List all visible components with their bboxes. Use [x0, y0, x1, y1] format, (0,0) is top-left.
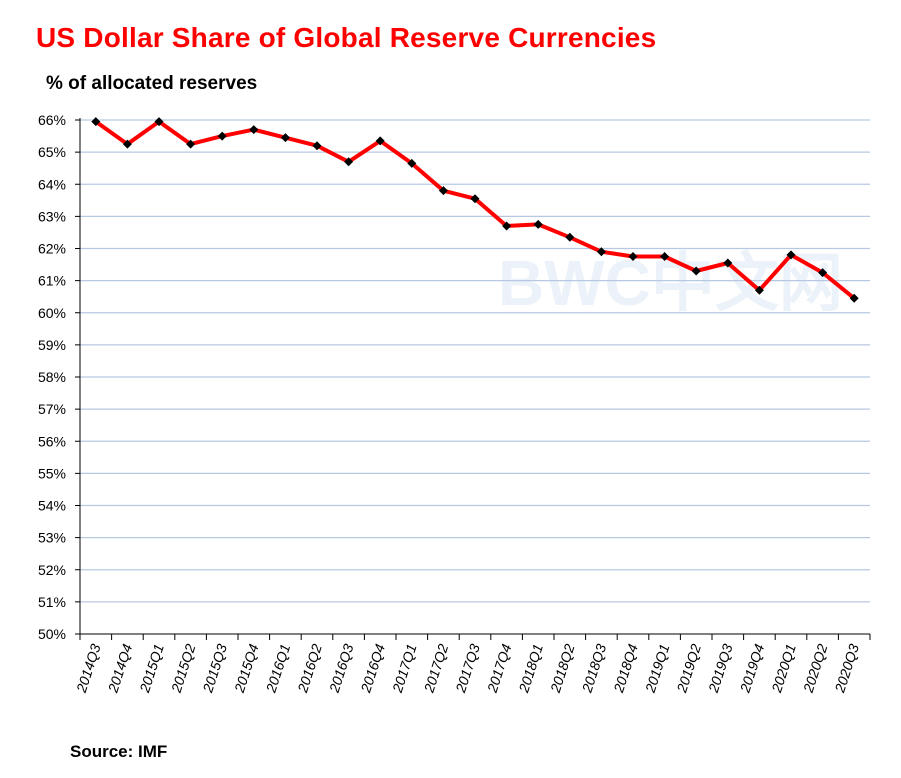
data-point [438, 186, 448, 196]
x-tick-label: 2017Q1 [389, 642, 420, 695]
x-tick-label: 2014Q3 [73, 642, 104, 695]
data-point [628, 252, 638, 262]
data-point [344, 157, 354, 167]
y-tick-label: 61% [38, 273, 66, 289]
x-tick-label: 2020Q2 [800, 642, 831, 695]
data-point [91, 117, 101, 127]
x-tick-label: 2018Q2 [547, 642, 578, 695]
x-tick-label: 2019Q4 [736, 642, 767, 695]
y-tick-label: 58% [38, 369, 66, 385]
gridlines [80, 119, 870, 603]
data-point [186, 139, 196, 149]
x-tick-label: 2017Q4 [484, 642, 515, 695]
source-note: Source: IMF [70, 742, 168, 761]
x-tick-label: 2016Q3 [326, 642, 357, 695]
data-point [818, 268, 828, 278]
x-tick-label: 2015Q4 [231, 642, 262, 695]
axes [75, 118, 871, 640]
y-tick-label: 60% [38, 305, 66, 321]
x-tick-label: 2017Q3 [452, 642, 483, 695]
y-tick-label: 55% [38, 465, 66, 481]
data-point [470, 194, 480, 204]
x-tick-label: 2015Q1 [136, 642, 167, 695]
y-tick-label: 50% [38, 626, 66, 642]
x-tick-label: 2016Q4 [357, 642, 388, 695]
y-tick-label: 63% [38, 208, 66, 224]
data-point [280, 133, 290, 143]
y-tick-label: 56% [38, 433, 66, 449]
series-line [93, 119, 857, 301]
x-tick-label: 2019Q3 [705, 642, 736, 695]
data-point [375, 136, 385, 146]
x-tick-label: 2020Q1 [768, 642, 799, 695]
data-point [217, 131, 227, 141]
data-point [660, 252, 670, 262]
y-tick-labels: 50% 51% 52% 53% 54% 55% 56% 57% 58% 59% 60% 61% 62% 6… [38, 112, 66, 642]
y-tick-label: 53% [38, 530, 66, 546]
x-tick-label: 2014Q4 [104, 642, 135, 695]
x-tick-label: 2016Q2 [294, 642, 325, 695]
x-tick-label: 2019Q1 [642, 642, 673, 695]
data-point [154, 117, 164, 127]
y-tick-label: 57% [38, 401, 66, 417]
data-point [596, 247, 606, 257]
data-point [533, 219, 543, 229]
data-point [312, 141, 322, 151]
x-tick-label: 2019Q2 [673, 642, 704, 695]
y-tick-label: 54% [38, 498, 66, 514]
data-point [849, 293, 859, 303]
x-tick-label: 2018Q3 [578, 642, 609, 695]
chart-title: US Dollar Share of Global Reserve Curren… [36, 22, 657, 53]
data-point-markers [91, 117, 859, 303]
y-tick-label: 65% [38, 144, 66, 160]
data-point [723, 258, 733, 268]
data-point [502, 221, 512, 231]
data-point [754, 285, 764, 295]
x-tick-label: 2015Q2 [168, 642, 199, 695]
x-tick-label: 2017Q2 [420, 642, 451, 695]
y-tick-label: 51% [38, 594, 66, 610]
data-point [565, 232, 575, 242]
data-point [786, 250, 796, 260]
x-tick-label: 2016Q1 [262, 642, 293, 695]
y-tick-label: 64% [38, 176, 66, 192]
data-point [691, 266, 701, 276]
y-tick-label: 66% [38, 112, 66, 128]
x-tick-label: 2020Q3 [831, 642, 862, 695]
y-tick-label: 62% [38, 241, 66, 257]
chart-subtitle: % of allocated reserves [46, 73, 258, 94]
x-tick-label: 2018Q1 [515, 642, 546, 695]
y-tick-label: 52% [38, 562, 66, 578]
series-line-group [93, 119, 857, 301]
data-point [249, 125, 259, 135]
data-point [407, 158, 417, 168]
y-tick-label: 59% [38, 337, 66, 353]
x-tick-labels: 2014Q3 2014Q4 2015Q1 2015Q2 2015Q3 2015Q4 2016… [73, 642, 862, 695]
data-point [122, 139, 132, 149]
x-tick-label: 2015Q3 [199, 642, 230, 695]
x-tick-label: 2018Q4 [610, 642, 641, 695]
